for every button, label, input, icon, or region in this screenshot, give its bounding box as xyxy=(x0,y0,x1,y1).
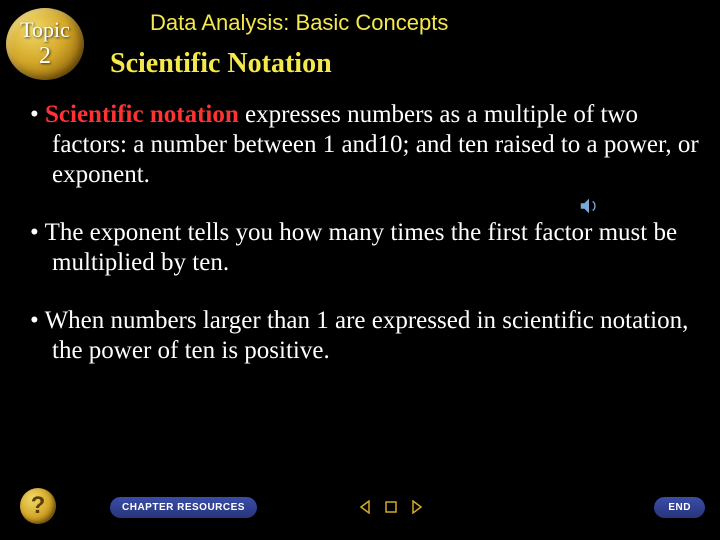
section-title: Scientific Notation xyxy=(110,48,332,80)
bullet-2: The exponent tells you how many times th… xyxy=(30,218,700,278)
bullet-3-text: When numbers larger than 1 are expressed… xyxy=(45,307,689,364)
bullet-2-text: The exponent tells you how many times th… xyxy=(45,219,678,276)
bullet-3: When numbers larger than 1 are expressed… xyxy=(30,306,700,366)
content-area: Scientific notation expresses numbers as… xyxy=(30,100,700,394)
audio-icon[interactable] xyxy=(578,195,600,217)
end-button[interactable]: END xyxy=(654,497,705,518)
term-highlight: Scientific notation xyxy=(45,101,239,128)
slide-title: Data Analysis: Basic Concepts xyxy=(150,10,448,36)
topic-label: Topic xyxy=(20,18,70,42)
bullet-1: Scientific notation expresses numbers as… xyxy=(30,100,700,190)
nav-prev-icon[interactable] xyxy=(355,498,375,516)
help-button[interactable]: ? xyxy=(20,488,56,524)
nav-stop-icon[interactable] xyxy=(381,498,401,516)
topic-number: 2 xyxy=(39,43,51,70)
nav-controls xyxy=(355,498,427,516)
nav-next-icon[interactable] xyxy=(407,498,427,516)
footer-bar: ? CHAPTER RESOURCES END xyxy=(0,494,720,530)
chapter-resources-button[interactable]: CHAPTER RESOURCES xyxy=(110,497,257,518)
topic-badge: Topic 2 xyxy=(6,8,84,80)
